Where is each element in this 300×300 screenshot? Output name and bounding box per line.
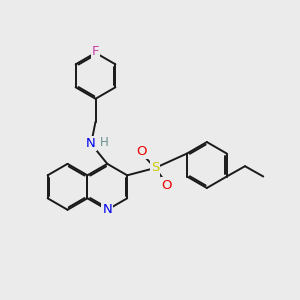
Text: H: H: [100, 136, 109, 149]
Text: N: N: [102, 203, 112, 216]
Text: O: O: [136, 145, 147, 158]
Text: F: F: [92, 45, 99, 58]
Text: S: S: [151, 161, 159, 175]
Text: N: N: [86, 137, 96, 150]
Text: O: O: [162, 178, 172, 191]
